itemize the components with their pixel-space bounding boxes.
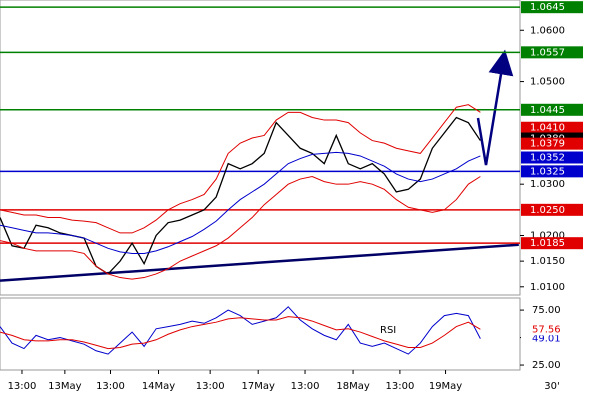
series-line [0, 175, 481, 280]
rsi-tick-label: 75.00 [532, 305, 561, 316]
rsi-tick-label: 25.00 [532, 360, 561, 371]
y-tick-label: 1.0150 [530, 256, 565, 267]
level-label: 1.0185 [530, 238, 565, 249]
x-tick-label: 13:00 [385, 381, 414, 392]
level-label-box [521, 237, 583, 250]
level-label-box [521, 137, 583, 150]
rsi-panel [0, 297, 521, 371]
rsi-label-box [521, 323, 571, 336]
series-line [0, 316, 481, 350]
x-tick-label: 14May [142, 381, 175, 392]
y-tick-label: 1.0100 [530, 282, 565, 293]
x-tick-label: 13May [48, 381, 81, 392]
level-label: 1.0410 [530, 123, 565, 134]
level-label-box [521, 165, 583, 178]
level-label: 1.0445 [530, 105, 565, 116]
y-tick-label: 1.0200 [530, 230, 565, 241]
level-label: 1.0352 [530, 153, 565, 164]
rsi-value-label: 57.56 [532, 324, 561, 335]
forecast-arrow [476, 49, 514, 166]
level-label-box [521, 203, 583, 216]
timeframe: 30' [544, 381, 559, 392]
series-line [0, 104, 481, 234]
rsi-label-box [521, 332, 571, 345]
trend-line [0, 243, 519, 282]
x-tick-label: 13:00 [196, 381, 225, 392]
level-label: 1.0645 [530, 2, 565, 13]
x-tick-label: 18May [336, 381, 369, 392]
x-tick-label: 17May [241, 381, 274, 392]
level-label: 1.0557 [530, 47, 565, 58]
rsi-value-label: 49.01 [532, 334, 561, 345]
level-label-box [521, 1, 583, 14]
level-label-box [521, 103, 583, 116]
level-label-box [521, 121, 583, 134]
level-label: 1.0379 [530, 139, 565, 150]
level-label: 1.0250 [530, 205, 565, 216]
y-tick-label: 1.0300 [530, 179, 565, 190]
level-label-box [521, 46, 583, 59]
level-label: 1.0325 [530, 166, 565, 177]
series-line [0, 151, 481, 254]
y-tick-label: 1.0500 [530, 77, 565, 88]
series-line [0, 306, 481, 355]
rsi-title: RSI [380, 325, 396, 336]
x-tick-label: 13:00 [8, 381, 37, 392]
x-tick-label: 13:00 [291, 381, 320, 392]
level-label-box [521, 151, 583, 164]
y-tick-label: 1.0600 [530, 25, 565, 36]
x-tick-label: 19May [429, 381, 462, 392]
x-tick-label: 13:00 [96, 381, 125, 392]
